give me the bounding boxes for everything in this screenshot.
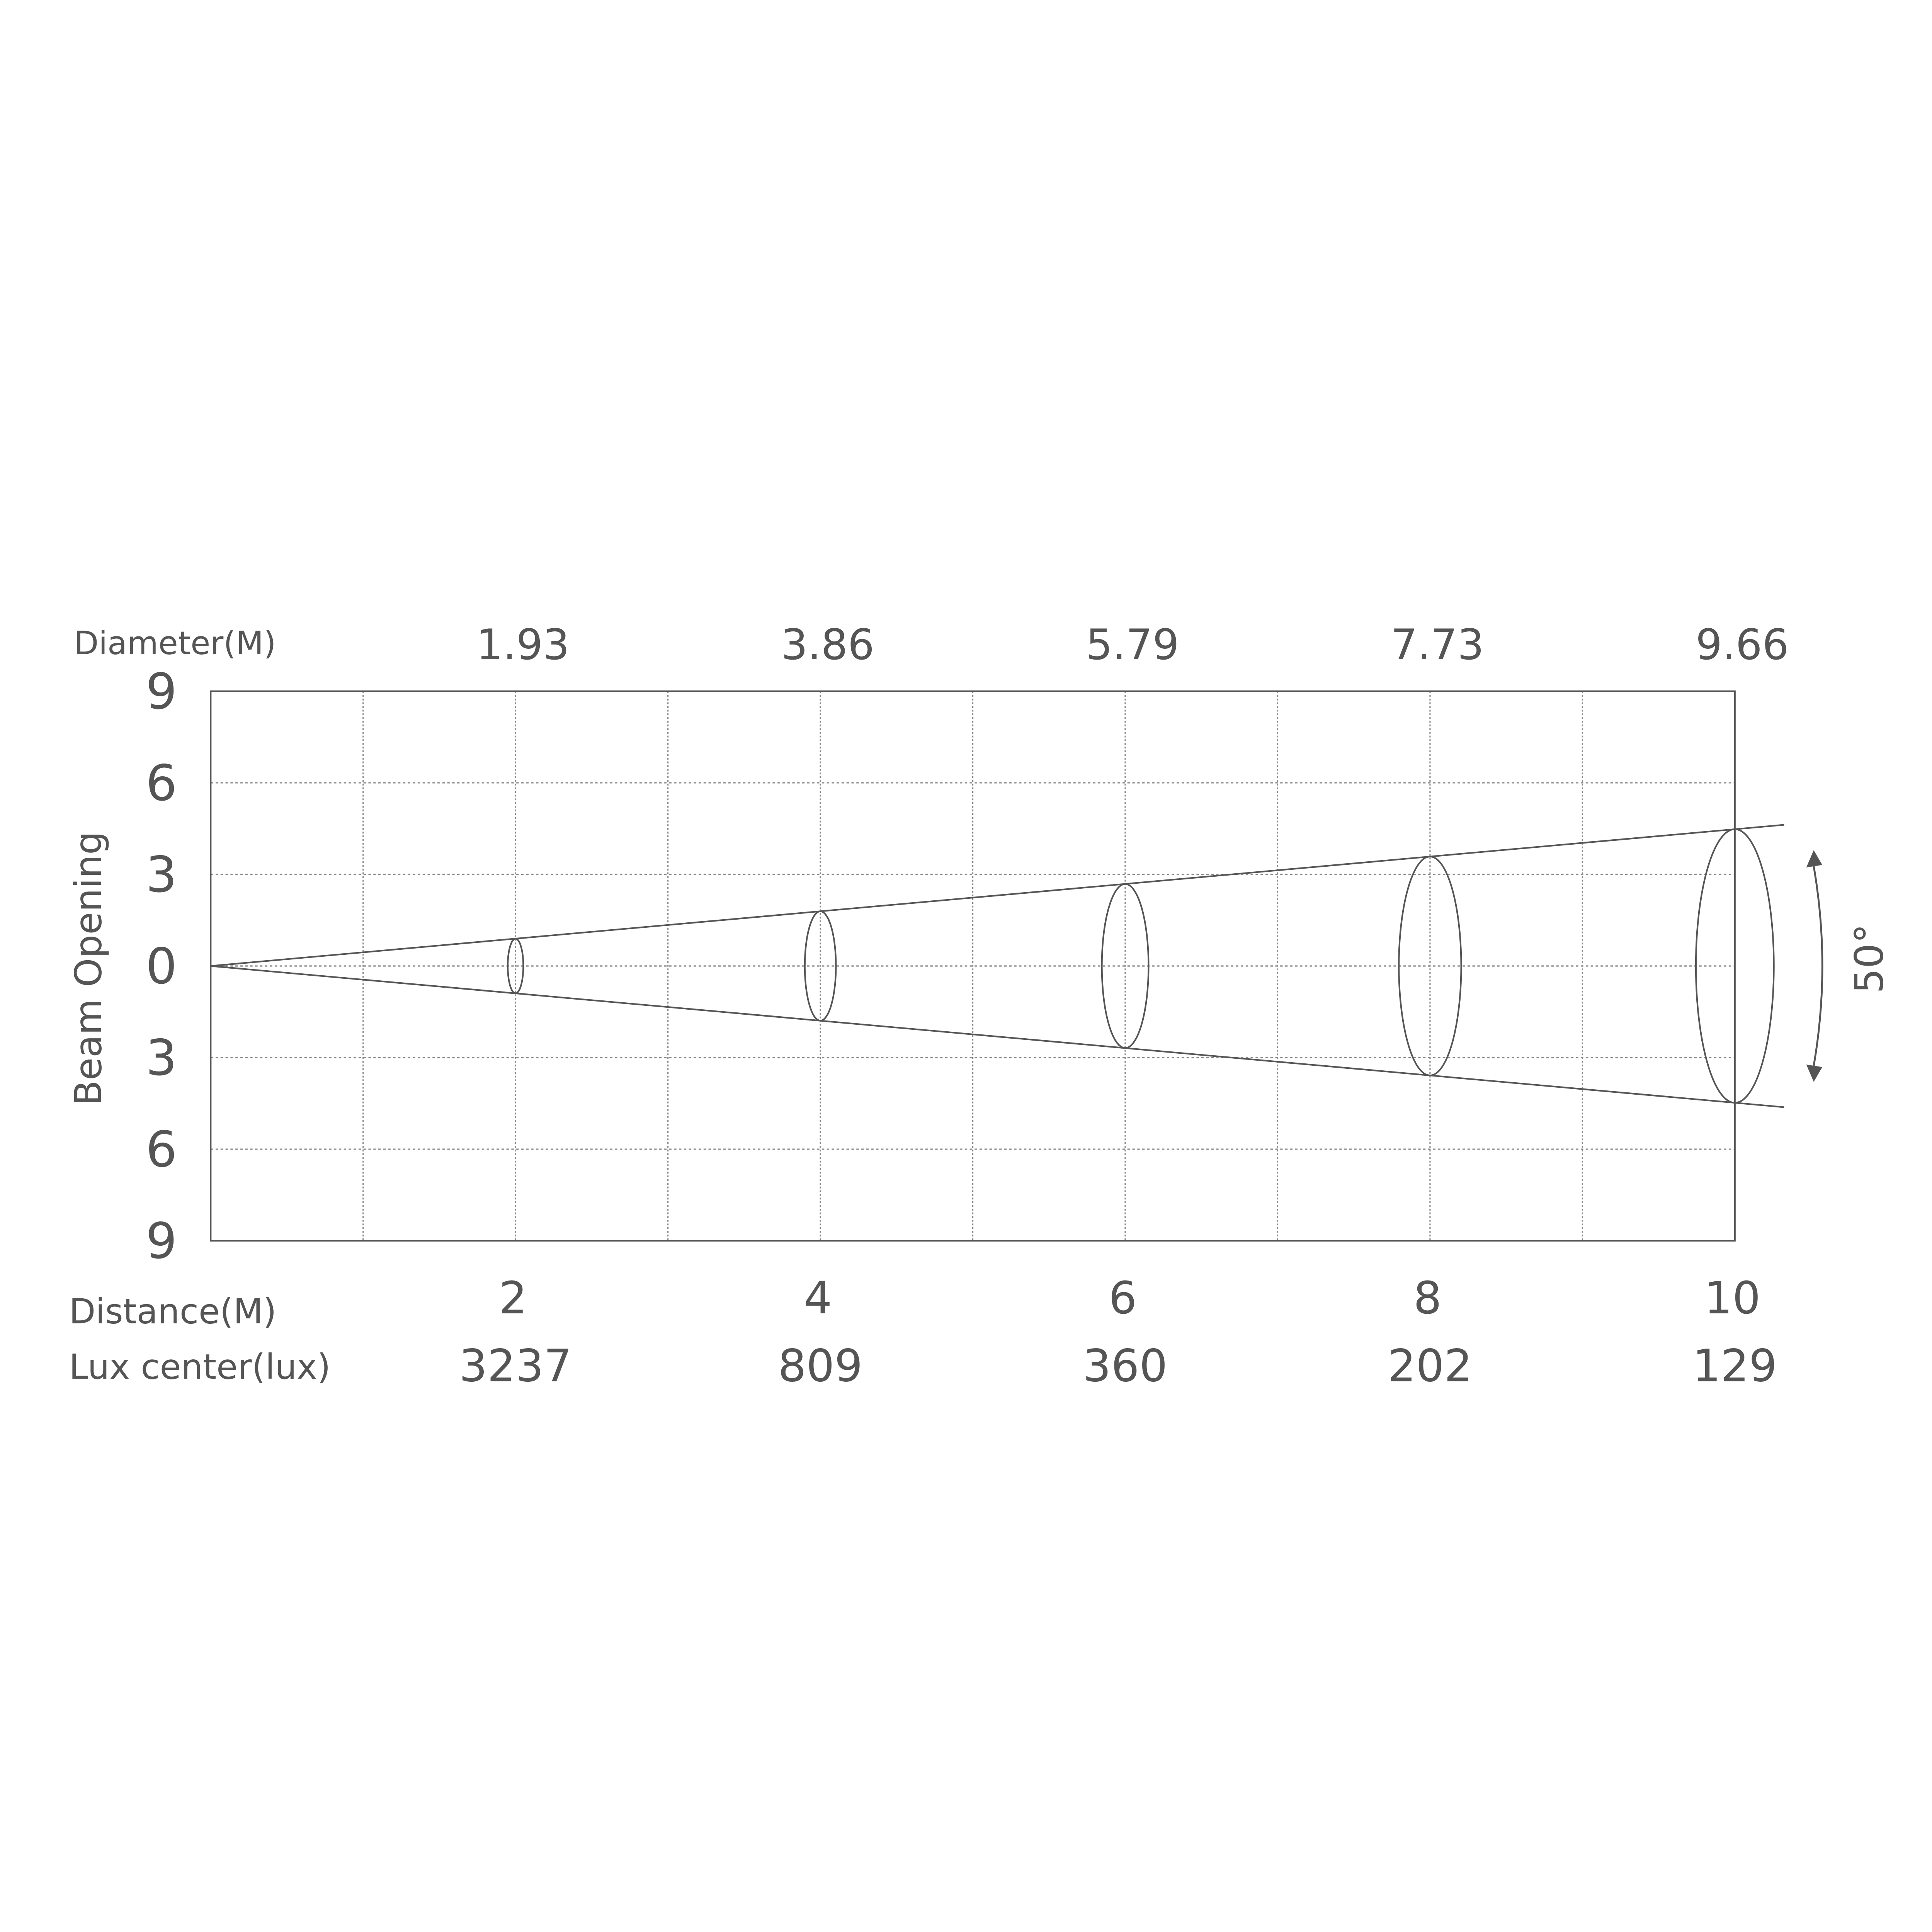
y-tick-label: 6 — [146, 1121, 177, 1179]
lux-label: Lux center(lux) — [69, 1347, 331, 1387]
beam — [211, 824, 1784, 1108]
diameter-value: 5.79 — [1086, 620, 1179, 669]
beam-edge-lower — [211, 965, 1784, 1108]
grid — [211, 691, 1736, 1241]
diameter-value: 7.73 — [1391, 620, 1484, 669]
diameter-value: 3.86 — [781, 620, 874, 669]
diameter-value: 1.93 — [476, 620, 570, 669]
y-tick-label: 3 — [146, 847, 177, 904]
arrow-up-icon — [1806, 850, 1823, 867]
beam-ellipse — [1695, 828, 1775, 1104]
lux-value: 129 — [1692, 1340, 1777, 1392]
lux-value: 202 — [1388, 1340, 1472, 1392]
angle-arc — [1813, 866, 1823, 1066]
distance-label: Distance(M) — [69, 1292, 277, 1332]
distance-value: 4 — [804, 1272, 832, 1324]
y-tick-label: 9 — [146, 663, 177, 721]
distance-value: 2 — [499, 1272, 527, 1324]
distance-value: 10 — [1704, 1272, 1760, 1324]
beam-angle-arrow — [1806, 850, 1823, 1082]
beam-ellipse — [507, 938, 524, 994]
diameter-value: 9.66 — [1696, 620, 1789, 669]
arrow-down-icon — [1806, 1065, 1823, 1082]
distance-value: 6 — [1109, 1272, 1137, 1324]
y-axis-label: Beam Opening — [66, 831, 110, 1105]
lux-value: 3237 — [459, 1340, 572, 1392]
y-tick-label: 6 — [146, 755, 177, 812]
distance-value: 8 — [1413, 1272, 1442, 1324]
diameter-label: Diameter(M) — [74, 624, 276, 662]
labels: Diameter(M) Distance(M) Lux center(lux) … — [66, 624, 1892, 1387]
beam-ellipse — [1101, 883, 1150, 1049]
lux-value: 360 — [1083, 1340, 1167, 1392]
y-tick-label: 3 — [146, 1030, 177, 1087]
beam-edge-upper — [211, 824, 1784, 967]
columns: 1.93 2 3237 3.86 4 809 5.79 6 360 7.73 8 202 9.66 10 1… — [459, 620, 1789, 1392]
y-tick-label: 9 — [146, 1213, 177, 1270]
y-tick-label: 0 — [146, 938, 177, 995]
y-ticks: 9 6 3 0 3 6 9 — [146, 663, 177, 1270]
beam-angle-label: 50° — [1846, 923, 1892, 993]
beam-ellipse — [1398, 855, 1462, 1077]
lux-value: 809 — [778, 1340, 863, 1392]
beam-ellipse — [804, 910, 837, 1022]
